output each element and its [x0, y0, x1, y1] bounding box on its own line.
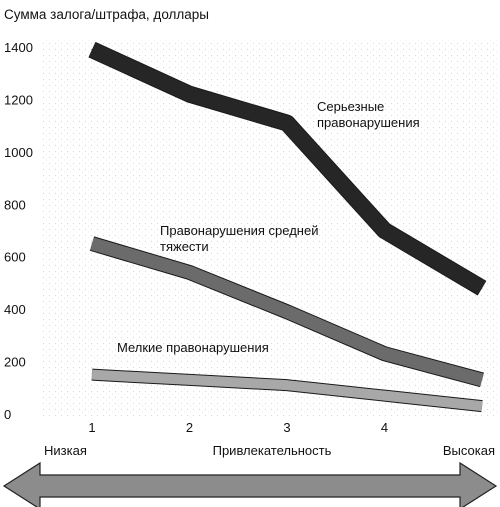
data-point: [286, 311, 288, 313]
y-tick-label: 1400: [4, 40, 33, 55]
series-lines: [88, 41, 487, 413]
x-low-label: Низкая: [44, 443, 87, 458]
data-point: [91, 374, 93, 376]
x-axis-title: Привлекательность: [213, 443, 332, 458]
data-point: [384, 353, 385, 355]
data-point: [91, 243, 93, 245]
y-tick-label: 200: [4, 355, 26, 370]
data-point: [189, 271, 190, 273]
y-tick-label: 0: [4, 407, 11, 422]
data-point: [384, 230, 385, 231]
axes: 0 200 400 600 800 1000 1200 1400 1 2 3 4: [4, 40, 388, 435]
data-point: [189, 379, 190, 381]
plot-texture: [42, 40, 497, 416]
series-label: тяжести: [160, 239, 209, 254]
series-label: Правонарушения средней: [160, 223, 318, 238]
x-tick-label: 3: [283, 420, 290, 435]
series-label: Серьезные: [317, 99, 384, 114]
series-label: правонарушения: [317, 115, 420, 130]
x-tick-label: 2: [186, 420, 193, 435]
y-tick-label: 800: [4, 197, 26, 212]
x-tick-label: 1: [88, 420, 95, 435]
data-point: [286, 384, 288, 386]
data-point: [384, 395, 385, 397]
y-tick-label: 600: [4, 250, 26, 265]
x-high-label: Высокая: [443, 443, 495, 458]
y-tick-label: 1200: [4, 92, 33, 107]
data-point: [481, 287, 483, 289]
attractiveness-arrow: [2, 461, 498, 507]
double-arrow-icon: [2, 461, 498, 507]
data-point: [481, 405, 483, 407]
y-tick-label: 1000: [4, 145, 33, 160]
x-tick-label: 4: [381, 420, 388, 435]
data-point: [286, 122, 288, 124]
data-point: [91, 49, 93, 51]
data-point: [481, 379, 483, 381]
y-axis-title: Сумма залога/штрафа, доллары: [4, 7, 209, 22]
data-point: [189, 93, 190, 95]
y-tick-label: 400: [4, 302, 26, 317]
series-label: Мелкие правонарушения: [117, 340, 269, 355]
